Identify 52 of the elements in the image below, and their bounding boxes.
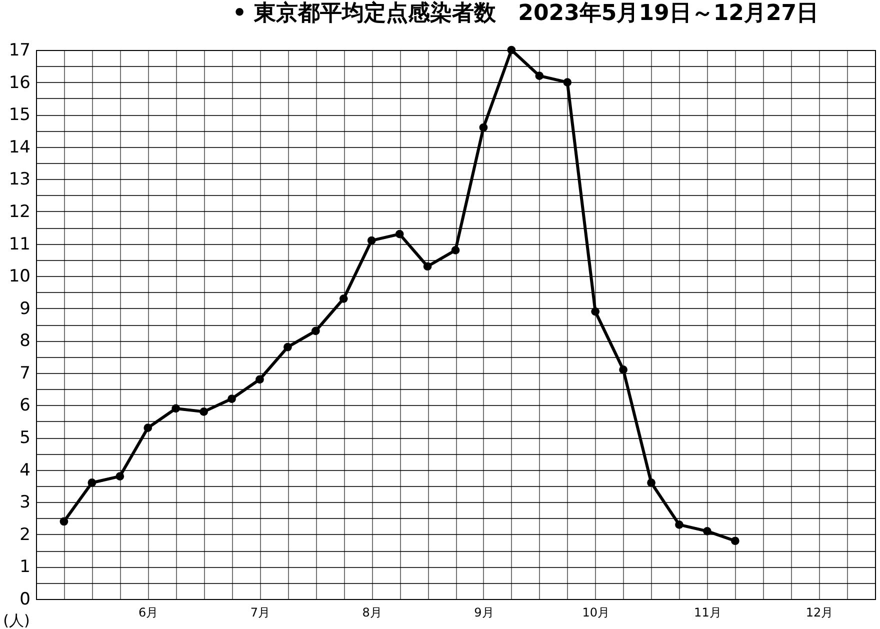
point: [116, 472, 124, 480]
point: [619, 366, 628, 374]
x-tick-label: 10月: [582, 606, 610, 620]
x-tick-label: 6月: [138, 606, 158, 620]
y-tick-label: 4: [20, 460, 30, 480]
y-tick-label: 2: [20, 524, 30, 545]
x-tick-label: 8月: [362, 606, 382, 620]
point: [172, 404, 180, 413]
y-axis-title: (人): [3, 612, 30, 629]
point: [60, 517, 68, 526]
point: [367, 236, 376, 245]
point: [284, 342, 292, 352]
chart-title: • 東京都平均定点感染者数 2023年5月19日～12月27日: [232, 0, 819, 26]
y-tick-label: 13: [8, 170, 30, 190]
y-tick-label: 11: [8, 234, 30, 254]
point: [703, 527, 712, 536]
point: [423, 262, 432, 271]
point: [144, 424, 152, 432]
y-tick-label: 15: [8, 105, 30, 126]
point: [88, 478, 96, 487]
y-tick-label: 10: [8, 266, 30, 287]
y-tick-label: 9: [20, 298, 30, 319]
point: [563, 78, 572, 86]
point: [451, 246, 460, 254]
y-tick-label: 5: [20, 428, 30, 448]
y-tick-label: 7: [20, 363, 30, 384]
point: [647, 478, 656, 487]
y-tick-label: 1: [20, 557, 30, 578]
point: [395, 230, 404, 238]
y-tick-label: 3: [20, 492, 30, 513]
point: [256, 375, 264, 384]
point: [507, 46, 516, 54]
x-tick-label: 12月: [806, 606, 834, 620]
point: [675, 520, 684, 529]
y-tick-label: 12: [8, 202, 30, 222]
y-tick-label: 14: [8, 137, 30, 158]
point: [535, 72, 544, 80]
point: [311, 326, 320, 336]
y-tick-label: 17: [8, 40, 30, 60]
point: [228, 394, 236, 403]
y-tick-label: 6: [20, 396, 30, 416]
point: [339, 294, 348, 303]
x-tick-label: 7月: [250, 606, 270, 620]
y-tick-label: 0: [20, 590, 30, 610]
point: [200, 408, 208, 416]
x-tick-label: 9月: [474, 606, 494, 620]
y-tick-label: 8: [20, 331, 30, 352]
y-tick-label: 16: [8, 72, 30, 93]
point: [730, 536, 740, 546]
point: [479, 123, 488, 132]
point: [591, 307, 600, 316]
x-tick-label: 11月: [694, 606, 722, 620]
